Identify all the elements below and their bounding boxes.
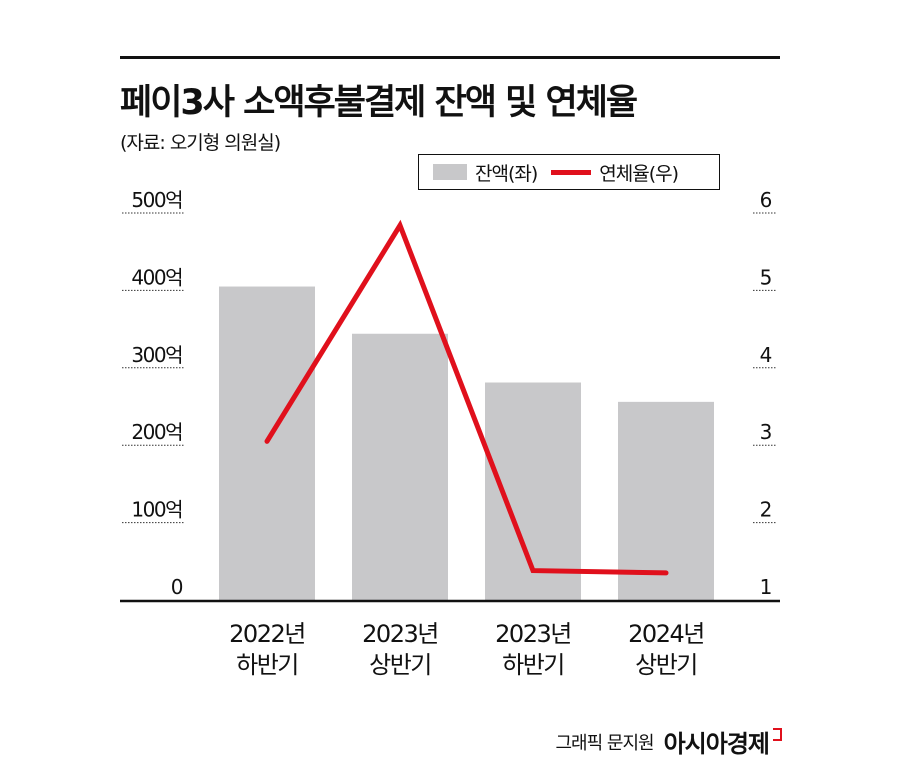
x-tick-label: 상반기 xyxy=(635,651,697,679)
legend-bar-label: 잔액(좌) xyxy=(475,162,538,185)
credit: 그래픽 문지원 아시아경제 xyxy=(555,724,782,759)
left-tick-label: 0 xyxy=(171,575,183,599)
chart-title: 페이3사 소액후불결제 잔액 및 연체율 xyxy=(120,83,638,123)
credit-text: 그래픽 문지원 xyxy=(555,732,655,754)
left-tick-label: 400억 xyxy=(131,265,182,289)
chart-source: (자료: 오기형 의원실) xyxy=(120,132,281,154)
x-tick-label: 2024년 xyxy=(628,620,704,648)
right-tick-label: 6 xyxy=(760,188,773,212)
right-tick-label: 4 xyxy=(760,343,773,367)
right-tick-label: 2 xyxy=(760,498,773,522)
left-tick-label: 500억 xyxy=(131,188,182,212)
right-tick-label: 3 xyxy=(760,420,773,444)
legend-line-label: 연체율(우) xyxy=(599,162,679,185)
legend: 잔액(좌) 연체율(우) xyxy=(418,154,720,190)
legend-bar-swatch xyxy=(433,164,467,180)
bar xyxy=(352,333,448,600)
x-tick-label: 하반기 xyxy=(236,651,298,679)
delinquency-line xyxy=(264,219,669,576)
x-tick-label: 2023년 xyxy=(495,620,571,648)
right-tick-label: 1 xyxy=(760,575,773,599)
x-tick-label: 하반기 xyxy=(502,651,564,679)
x-tick-label: 2023년 xyxy=(362,620,438,648)
bar xyxy=(618,401,714,600)
title-rule xyxy=(120,56,780,59)
x-tick-label: 상반기 xyxy=(369,651,431,679)
left-tick-label: 100억 xyxy=(131,498,182,522)
brand-logo: 아시아경제 xyxy=(663,730,770,758)
right-tick-label: 5 xyxy=(760,265,773,289)
left-tick-label: 200억 xyxy=(131,420,182,444)
legend-line-swatch xyxy=(551,169,592,175)
x-tick-label: 2022년 xyxy=(229,620,305,648)
brand-mark-icon xyxy=(773,728,782,741)
left-tick-label: 300억 xyxy=(131,343,182,367)
